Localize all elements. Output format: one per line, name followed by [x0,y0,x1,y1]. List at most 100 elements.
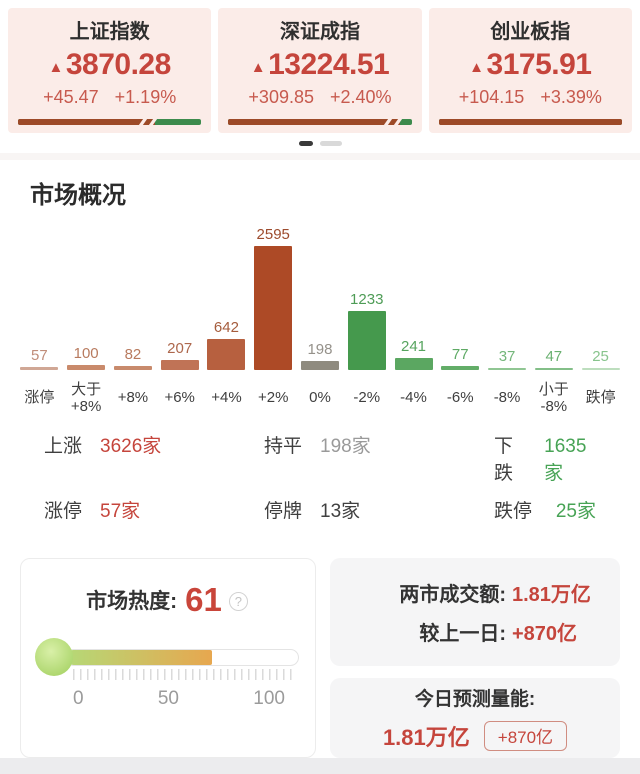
market-stats: 上涨 3626家 持平 198家 下跌 1635家 涨停 57家 停牌 13家 跌停 25家 [44,431,596,523]
chart-column-stack: 37 [484,222,531,371]
stats-row-2: 涨停 57家 停牌 13家 跌停 25家 [44,496,596,523]
bar-value-label: 82 [124,346,142,364]
chart-column--8%: 37 -8% [484,222,531,417]
bar-category-label: 跌停 [585,389,616,407]
right-panels-column: 两市成交额: 1.81万亿 较上一日: +870亿 今日预测量能: 1.81万亿 +8… [330,558,620,759]
chart-column-stack: 100 [63,222,110,371]
chart-column-stack: 2595 [250,222,297,371]
bar-value-label: 207 [167,340,193,358]
bar-category-label: +4% [211,389,242,407]
stat-value: 25家 [555,501,596,523]
pagination-dot-1[interactable] [298,140,313,146]
bar [347,311,386,371]
index-value: ▲ 3175.91 [439,48,622,83]
thermometer-ruler-ticks [73,669,295,681]
bar [394,358,433,371]
chart-column-小于-8%: 47 小于 -8% [530,222,577,417]
chart-column--2%: 1233 -2% [343,222,390,417]
index-cards-row: 上证指数 ▲ 3870.28 +45.47 +1.19% 深证成指 ▲ 13224.51 +30… [8,8,632,133]
chart-column-+4%: 642 +4% [203,222,250,417]
bar-value-label: 37 [498,348,516,366]
forecast-value: 1.81万亿 [382,725,470,751]
bar [254,246,293,371]
ratio-bar-up-segment [18,118,155,125]
pagination-dot-2[interactable] [319,140,342,146]
ratio-bar-up-segment [228,118,400,125]
turnover-row-2: 较上一日: +870亿 [356,617,620,646]
heat-label: 市场热度: [86,589,178,613]
heat-scale-tick-50: 50 [157,688,179,710]
heat-title-row: 市场热度: 61 ? [35,583,299,616]
index-change-abs: +104.15 [458,86,525,107]
index-card-1[interactable]: 上证指数 ▲ 3870.28 +45.47 +1.19% [8,8,212,133]
forecast-panel: 今日预测量能: 1.81万亿 +870亿 [330,678,620,759]
chart-column-+6%: 207 +6% [156,222,203,417]
stat-value: 3626家 [100,436,162,458]
bar [534,368,573,371]
carousel-pagination [0,140,640,146]
bar-category-label: +2% [257,389,289,407]
chart-column-0%: 198 0% [297,222,344,417]
stat-label: 停牌 [264,501,303,523]
index-card-3[interactable]: 创业板指 ▲ 3175.91 +104.15 +3.39% [428,8,632,133]
index-change-row: +45.47 +1.19% [18,87,201,108]
bar-category-label: -6% [446,389,474,407]
turnover-row-1: 两市成交额: 1.81万亿 [356,578,620,607]
bar-category-label: 小于 -8% [538,380,569,416]
help-icon[interactable]: ? [228,591,248,611]
bar [441,366,480,371]
index-name: 创业板指 [490,21,571,43]
index-change-abs: +45.47 [43,86,99,107]
heat-scale-tick-100: 100 [253,688,285,710]
stat-value: 13家 [320,501,361,523]
bar-value-label: 47 [545,348,563,366]
index-name: 上证指数 [69,21,150,43]
chart-column-stack: 241 [390,222,437,371]
chart-column-跌停: 25 跌停 [577,222,624,417]
index-value-number: 13224.51 [268,48,390,81]
ratio-bar-up-segment [438,118,622,125]
chart-column-stack: 25 [577,222,624,371]
stat-label: 持平 [264,436,303,458]
bar [488,368,527,371]
turnover-label: 两市成交额: [399,584,506,607]
bar [581,368,620,371]
index-value-number: 3175.91 [486,48,592,81]
stat-涨停: 涨停 57家 [44,496,264,523]
distribution-bar-chart: 57 涨停 100 大于 +8% 82 +8% 207 +6% 642 +4% 2595 +2% 198… [14,222,626,417]
index-change-abs: +309.85 [248,86,314,107]
stat-label: 上涨 [44,436,83,458]
forecast-title: 今日预测量能: [414,689,536,711]
chart-column-stack: 1233 [343,222,390,371]
bar-value-label: 77 [451,346,469,364]
index-change-pct: +2.40% [330,86,392,107]
bar-category-label: 大于 +8% [70,380,102,416]
bar-category-label: -2% [353,389,381,407]
bar [207,339,246,371]
up-triangle-icon: ▲ [469,59,484,76]
bar-category-label: +6% [164,389,195,407]
index-value: ▲ 13224.51 [228,48,411,83]
index-name: 深证成指 [279,21,360,43]
bar [113,366,152,371]
index-change-pct: +3.39% [540,86,602,107]
index-change-row: +104.15 +3.39% [439,87,622,108]
thermometer-fill [66,650,213,666]
up-triangle-icon: ▲ [48,59,64,76]
bar-value-label: 25 [592,348,609,366]
bar-category-label: +8% [117,389,149,407]
stat-停牌: 停牌 13家 [264,496,494,523]
turnover-value: 1.81万亿 [512,584,591,607]
bar-value-label: 2595 [256,226,290,244]
chart-column-stack: 642 [203,222,250,371]
stats-row-1: 上涨 3626家 持平 198家 下跌 1635家 [44,431,596,485]
bar [67,365,106,371]
chart-column-stack: 198 [297,222,344,371]
stat-label: 涨停 [44,501,83,523]
bar-category-label: -8% [493,389,521,407]
stat-label: 下跌 [494,436,514,485]
index-card-2[interactable]: 深证成指 ▲ 13224.51 +309.85 +2.40% [218,8,422,133]
bar-value-label: 241 [400,338,427,356]
index-value: ▲ 3870.28 [18,48,201,83]
thermometer-track [65,649,299,667]
